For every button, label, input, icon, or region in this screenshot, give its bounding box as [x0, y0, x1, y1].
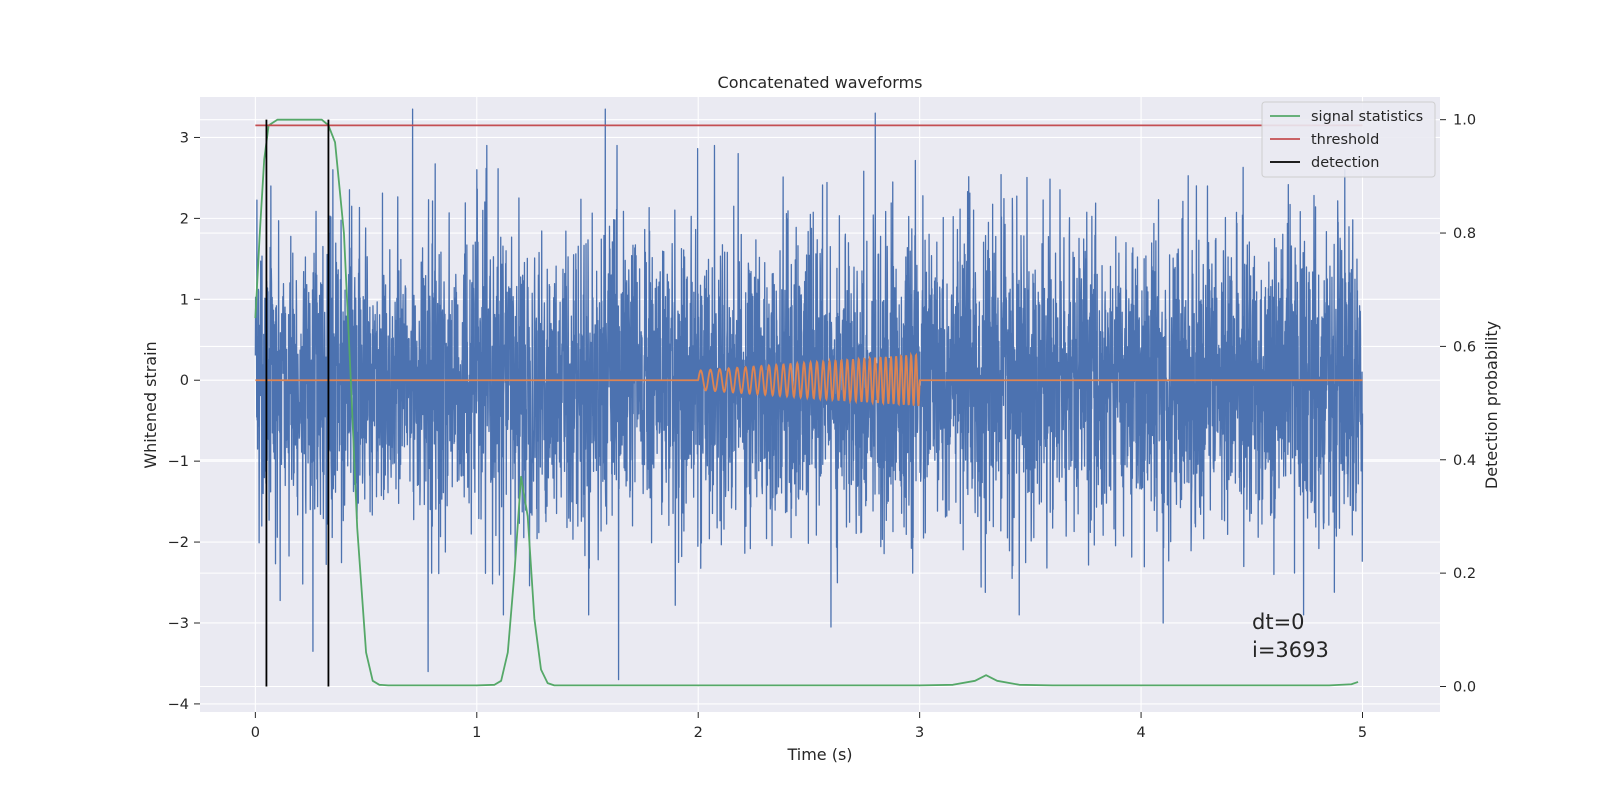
legend-label-signal-statistics: signal statistics	[1311, 109, 1423, 125]
y2-tick-label: 0.8	[1453, 226, 1476, 242]
y2-axis-label: Detection probability	[1482, 321, 1501, 489]
x-tick-label: 5	[1358, 725, 1367, 741]
y2-tick-label: 1.0	[1453, 113, 1476, 129]
annotation-box: dt=0 i=3693	[1252, 610, 1329, 662]
x-tick-label: 2	[694, 725, 703, 741]
y2-tick-label: 0.4	[1453, 453, 1476, 469]
chart-title: Concatenated waveforms	[718, 73, 923, 92]
x-axis-label: Time (s)	[786, 745, 852, 764]
y2-tick-label: 0.2	[1453, 566, 1476, 582]
y-tick-label: −2	[168, 535, 189, 551]
legend-frame	[1261, 101, 1436, 178]
y2-tick-label: 0.6	[1453, 339, 1476, 355]
y-tick-label: 3	[180, 130, 189, 146]
annotation-dt: dt=0	[1252, 610, 1305, 634]
legend-label-detection: detection	[1311, 155, 1379, 171]
y-axis-label: Whitened strain	[141, 341, 160, 468]
x-tick-label: 3	[915, 725, 924, 741]
strain-noise-line	[254, 108, 1364, 681]
y-tick-label: 2	[180, 211, 189, 227]
y-tick-label: −4	[168, 697, 189, 713]
injection-line	[255, 351, 1363, 407]
x-tick-label: 1	[472, 725, 481, 741]
y-tick-label: −1	[168, 454, 189, 470]
axis-ticks: 0 1 2 3 4 5 −4 −3 −2 −1 0 1 2 3 0.0 0.2 0.4 0.6 0.8 1.0	[168, 113, 1476, 741]
y-tick-label: 0	[180, 373, 189, 389]
legend: signal statistics threshold detection	[1261, 101, 1436, 178]
annotation-index: i=3693	[1252, 638, 1329, 662]
legend-label-threshold: threshold	[1311, 132, 1379, 148]
x-tick-label: 0	[251, 725, 260, 741]
y2-tick-label: 0.0	[1453, 679, 1476, 695]
y-tick-label: 1	[180, 292, 189, 308]
y-tick-label: −3	[168, 616, 189, 632]
x-tick-label: 4	[1136, 725, 1145, 741]
plot-data	[254, 108, 1364, 687]
